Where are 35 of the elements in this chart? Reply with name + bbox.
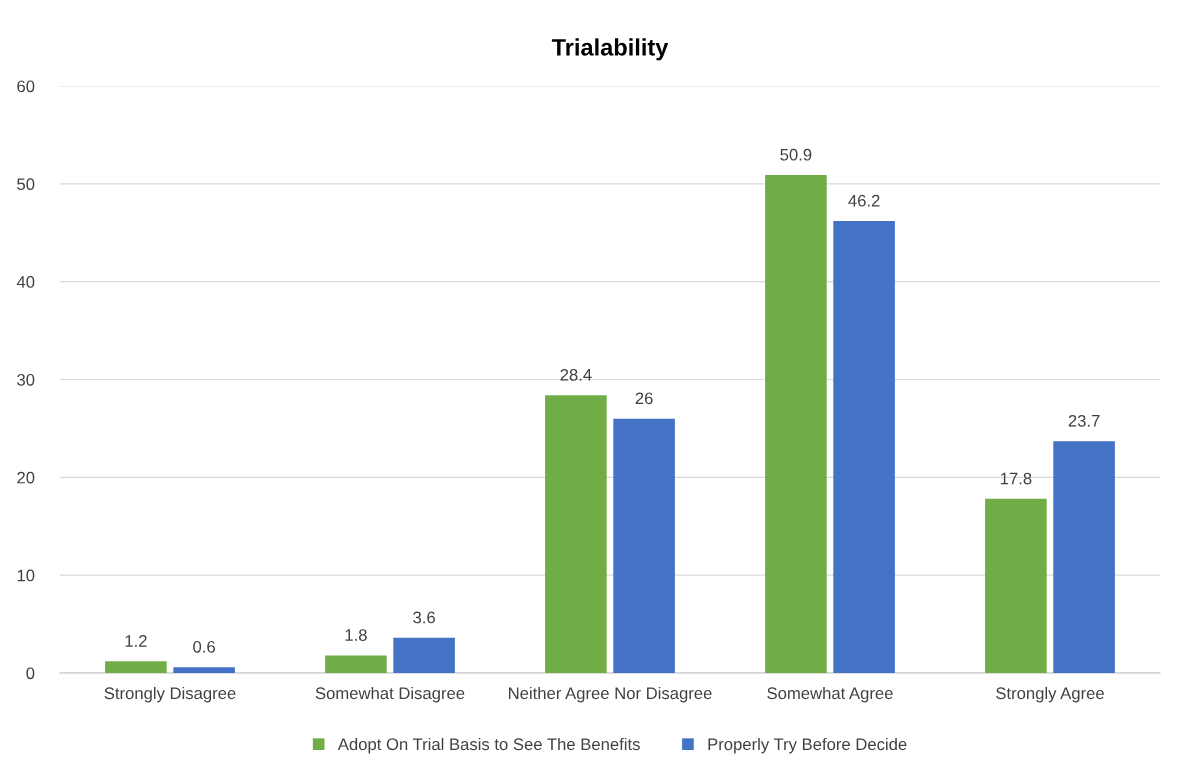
bar <box>545 395 607 673</box>
y-tick-label: 60 <box>17 80 35 93</box>
x-tick-label: Strongly Agree <box>996 686 1104 703</box>
x-tick-label: Somewhat Disagree <box>315 686 465 703</box>
y-tick-label: 20 <box>17 471 35 484</box>
bar <box>1053 441 1115 673</box>
data-label: 28.4 <box>560 368 592 381</box>
y-tick-label: 50 <box>17 178 35 191</box>
x-tick-label: Somewhat Agree <box>767 686 893 703</box>
y-tick-label: 30 <box>17 373 35 386</box>
bar <box>325 655 387 673</box>
bar <box>985 498 1047 673</box>
data-label: 46.2 <box>848 194 880 207</box>
data-label: 23.7 <box>1068 414 1100 427</box>
bar <box>393 637 455 673</box>
data-label: 17.8 <box>1000 472 1032 485</box>
bar <box>765 175 827 673</box>
bar <box>173 667 235 673</box>
data-label: 26 <box>635 392 653 405</box>
x-tick-label: Neither Agree Nor Disagree <box>509 686 712 703</box>
chart-title: Trialability <box>551 38 669 61</box>
data-label: 1.2 <box>125 635 147 647</box>
data-label: 0.6 <box>193 640 215 653</box>
bar <box>833 221 895 673</box>
y-tick-label: 40 <box>16 276 35 288</box>
data-label: 50.9 <box>780 148 812 161</box>
bar <box>105 661 167 673</box>
data-label: 1.8 <box>345 629 367 641</box>
data-label: 3.6 <box>413 611 435 624</box>
y-tick-label: 10 <box>17 569 35 582</box>
y-tick-label: 0 <box>26 667 35 680</box>
legend-label: Adopt On Trial Basis to See The Benefits <box>337 737 640 754</box>
bar <box>613 418 675 673</box>
x-tick-label: Strongly Disagree <box>104 686 236 703</box>
legend-label: Properly Try Before Decide <box>708 737 907 754</box>
